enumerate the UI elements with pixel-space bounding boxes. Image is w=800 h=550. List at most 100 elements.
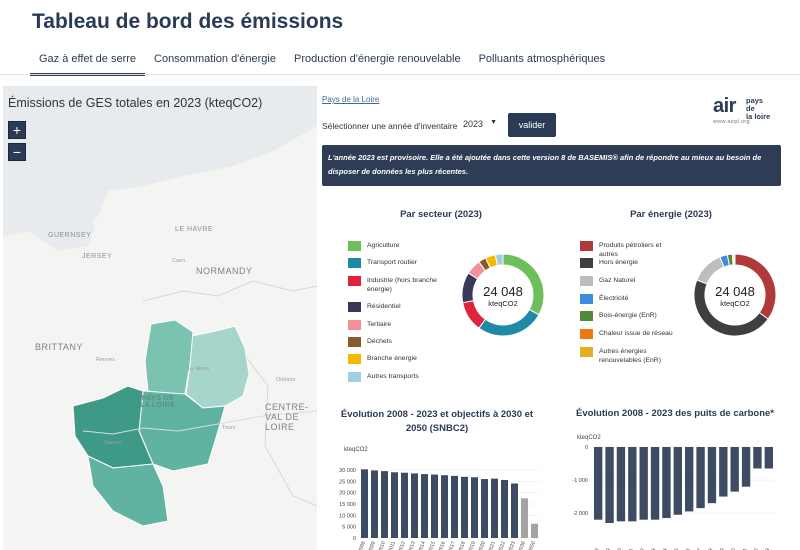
bar[interactable]: [511, 483, 518, 538]
sector-donut-slice[interactable]: [494, 253, 504, 267]
breadcrumb-region[interactable]: Pays de la Loire: [322, 95, 380, 104]
x-tick-label: 2021: [487, 540, 497, 550]
sector-legend-item[interactable]: Déchets: [348, 337, 443, 347]
x-tick-label: 2030: [517, 540, 527, 550]
energy-legend-item[interactable]: Chaleur issue de réseau: [580, 329, 675, 339]
ges-evolution-title: Évolution 2008 - 2023 et objectifs à 203…: [340, 409, 534, 434]
x-tick-label: 2008: [357, 540, 367, 550]
bar[interactable]: [707, 447, 717, 504]
zoom-out-button[interactable]: −: [8, 143, 26, 161]
bar[interactable]: [616, 447, 626, 522]
bar[interactable]: [361, 469, 368, 538]
bar[interactable]: [719, 447, 728, 497]
legend-label: Autres énergies renouvelables (EnR): [599, 348, 661, 364]
bar[interactable]: [594, 447, 603, 520]
year-select-value: 2023: [463, 119, 484, 129]
sector-legend-item[interactable]: Transport routier: [348, 258, 443, 268]
bar[interactable]: [471, 477, 478, 538]
map-label-le-havre: LE HAVRE: [175, 226, 214, 233]
map-label-centre: CENTRE-VAL DE LOIRE: [265, 402, 309, 432]
bar[interactable]: [730, 447, 739, 492]
bar[interactable]: [685, 447, 694, 512]
legend-label: Électricité: [599, 295, 629, 302]
y-axis-unit: kteqCO2: [344, 447, 368, 453]
sector-legend-item[interactable]: Agriculture: [348, 241, 443, 251]
energy-donut-center: 24 048 kteqCO2: [712, 284, 758, 308]
bar[interactable]: [605, 447, 614, 523]
x-tick-label: 2017: [447, 540, 457, 550]
legend-swatch: [580, 329, 593, 339]
x-tick-label: 2019: [716, 547, 726, 550]
bar[interactable]: [481, 479, 488, 538]
legend-swatch: [580, 276, 593, 286]
bar[interactable]: [628, 447, 637, 522]
bar[interactable]: [441, 475, 448, 538]
bar[interactable]: [431, 474, 438, 538]
map-label-le-mans: Le Mans: [188, 366, 210, 372]
energy-legend-item[interactable]: Hors énergie: [580, 258, 675, 268]
bar[interactable]: [521, 498, 528, 538]
energy-legend-item[interactable]: Électricité: [580, 294, 675, 304]
bar[interactable]: [639, 447, 648, 520]
x-tick-label: 2017: [693, 547, 703, 550]
legend-label: Chaleur issue de réseau: [599, 330, 673, 337]
bar[interactable]: [650, 447, 660, 520]
zoom-in-button[interactable]: +: [8, 121, 26, 139]
energy-donut-slice[interactable]: [696, 256, 725, 285]
bar[interactable]: [696, 447, 705, 509]
energy-donut-slice[interactable]: [733, 253, 736, 266]
sector-total-value: 24 048: [483, 284, 523, 299]
y-tick-label: 5 000: [342, 525, 356, 531]
bar[interactable]: [391, 472, 398, 538]
sector-donut-slice[interactable]: [478, 308, 540, 337]
tab-production-renouvelable[interactable]: Production d'énergie renouvelable: [293, 53, 461, 65]
energy-legend-item[interactable]: Gaz Naturel: [580, 276, 675, 286]
legend-swatch: [580, 258, 593, 268]
energy-legend-item[interactable]: Produits pétroliers et autres: [580, 241, 675, 259]
legend-label: Transport routier: [367, 259, 417, 266]
legend-swatch: [348, 354, 361, 364]
energy-legend-item[interactable]: Bois-énergie (EnR): [580, 311, 675, 321]
bar[interactable]: [501, 479, 508, 538]
energy-legend-item[interactable]: Autres énergies renouvelables (EnR): [580, 347, 675, 365]
sector-legend-item[interactable]: Autres transports: [348, 372, 443, 382]
validate-button[interactable]: valider: [508, 113, 556, 137]
x-tick-label: 2021: [739, 547, 749, 550]
year-select[interactable]: 2023 ▼: [457, 115, 499, 135]
bar[interactable]: [764, 447, 773, 469]
x-tick-label: 2010: [377, 540, 387, 550]
year-select-label: Sélectionner une année d'inventaire: [322, 121, 458, 131]
page-title: Tableau de bord des émissions: [32, 10, 344, 33]
legend-swatch: [348, 302, 361, 312]
sector-legend-item[interactable]: Tertiaire: [348, 320, 443, 330]
map-view[interactable]: [3, 86, 317, 550]
bar[interactable]: [753, 447, 762, 469]
logo-air-text: air: [713, 95, 736, 117]
tab-ges[interactable]: Gaz à effet de serre: [30, 50, 146, 76]
bar[interactable]: [461, 476, 468, 538]
bar[interactable]: [662, 447, 671, 519]
bar[interactable]: [421, 474, 428, 538]
tab-consommation[interactable]: Consommation d'énergie: [154, 53, 276, 65]
bar[interactable]: [491, 478, 498, 538]
chevron-down-icon: ▼: [490, 119, 497, 126]
x-tick-label: 2018: [457, 540, 467, 550]
bar[interactable]: [371, 470, 378, 538]
x-tick-label: 2015: [427, 540, 437, 550]
sector-legend-item[interactable]: Industrie (hors branche énergie): [348, 276, 443, 294]
legend-swatch: [348, 241, 361, 251]
logo-url: www.airpl.org: [713, 119, 750, 125]
bar[interactable]: [411, 473, 418, 538]
map-title: Émissions de GES totales en 2023 (kteqCO…: [8, 96, 263, 110]
sector-legend-item[interactable]: Branche énergie: [348, 354, 443, 364]
tab-polluants[interactable]: Polluants atmosphériques: [478, 53, 606, 65]
provisional-year-notice: L'année 2023 est provisoire. Elle a été …: [322, 145, 781, 186]
bar[interactable]: [531, 523, 538, 538]
map-label-caen: Caen: [172, 258, 186, 264]
bar[interactable]: [401, 472, 408, 538]
sector-legend-item[interactable]: Résidentiel: [348, 302, 443, 312]
bar[interactable]: [673, 447, 682, 515]
bar[interactable]: [741, 447, 751, 487]
bar[interactable]: [451, 475, 458, 538]
bar[interactable]: [381, 471, 388, 538]
